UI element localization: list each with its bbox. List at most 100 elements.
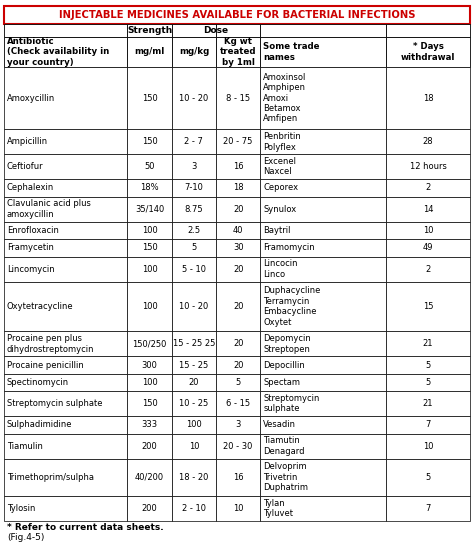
Bar: [260, 391, 386, 416]
Text: 5: 5: [191, 243, 197, 253]
Text: Tiamulin: Tiamulin: [7, 441, 43, 451]
Bar: [128, 154, 172, 180]
Bar: [172, 434, 216, 458]
Bar: [4, 256, 128, 282]
Bar: [260, 197, 386, 222]
Text: Some trade
names: Some trade names: [263, 42, 320, 62]
Bar: [4, 416, 128, 434]
Bar: [216, 374, 260, 391]
Text: 10: 10: [233, 504, 244, 513]
Text: 18: 18: [423, 94, 433, 103]
Bar: [216, 458, 260, 496]
Bar: [172, 374, 216, 391]
Text: 7-10: 7-10: [184, 183, 203, 193]
Text: Cephalexin: Cephalexin: [7, 183, 54, 193]
Bar: [386, 256, 470, 282]
Text: 21: 21: [423, 339, 433, 349]
Text: 49: 49: [423, 243, 433, 253]
Text: 15: 15: [423, 302, 433, 311]
Bar: [128, 256, 172, 282]
Text: Baytril: Baytril: [263, 226, 291, 235]
Bar: [172, 416, 216, 434]
Text: Excenel
Naxcel: Excenel Naxcel: [263, 157, 296, 176]
Text: 100: 100: [142, 265, 157, 273]
Bar: [172, 130, 216, 154]
Bar: [216, 416, 260, 434]
Text: Depomycin
Streptopen: Depomycin Streptopen: [263, 334, 311, 354]
Text: Streptomycin sulphate: Streptomycin sulphate: [7, 399, 102, 408]
Bar: [386, 374, 470, 391]
Bar: [4, 239, 128, 256]
Text: 12 hours: 12 hours: [410, 163, 447, 171]
Bar: [260, 180, 386, 197]
Bar: [216, 222, 260, 239]
Bar: [4, 154, 128, 180]
Bar: [172, 67, 216, 130]
Bar: [172, 37, 216, 67]
Text: Antibiotic
(Check availability in
your country): Antibiotic (Check availability in your c…: [7, 37, 109, 67]
Text: Amoxycillin: Amoxycillin: [7, 94, 55, 103]
Bar: [128, 222, 172, 239]
Bar: [386, 496, 470, 521]
Bar: [4, 37, 128, 67]
Bar: [128, 374, 172, 391]
Bar: [216, 67, 260, 130]
Text: Tiamutin
Denagard: Tiamutin Denagard: [263, 436, 305, 456]
Bar: [172, 239, 216, 256]
Text: Streptomycin
sulphate: Streptomycin sulphate: [263, 394, 319, 413]
Bar: [260, 496, 386, 521]
Text: 10 - 20: 10 - 20: [179, 94, 209, 103]
Bar: [260, 154, 386, 180]
Bar: [4, 356, 128, 374]
Text: 16: 16: [233, 473, 244, 482]
Bar: [386, 282, 470, 332]
Text: 20: 20: [233, 339, 244, 349]
Bar: [216, 239, 260, 256]
Bar: [4, 332, 128, 356]
Text: 200: 200: [142, 504, 157, 513]
Bar: [4, 197, 128, 222]
Text: 5: 5: [236, 378, 241, 387]
Bar: [128, 130, 172, 154]
Text: Framycetin: Framycetin: [7, 243, 54, 253]
Text: 8 - 15: 8 - 15: [226, 94, 250, 103]
Bar: [172, 24, 216, 37]
Bar: [128, 496, 172, 521]
Text: 150: 150: [142, 94, 157, 103]
Bar: [128, 434, 172, 458]
Bar: [172, 180, 216, 197]
Text: Ceporex: Ceporex: [263, 183, 299, 193]
Text: 20: 20: [233, 205, 244, 214]
Bar: [386, 37, 470, 67]
Bar: [216, 391, 260, 416]
Text: 2 - 7: 2 - 7: [184, 137, 203, 147]
Text: 15 - 25 25: 15 - 25 25: [173, 339, 215, 349]
Text: 18%: 18%: [140, 183, 159, 193]
Bar: [260, 222, 386, 239]
Text: 5 - 10: 5 - 10: [182, 265, 206, 273]
Bar: [4, 6, 470, 24]
Bar: [172, 256, 216, 282]
Bar: [260, 37, 386, 67]
Bar: [172, 496, 216, 521]
Text: 35/140: 35/140: [135, 205, 164, 214]
Bar: [260, 374, 386, 391]
Bar: [386, 24, 470, 37]
Text: 2: 2: [426, 265, 431, 273]
Text: Enrofloxacin: Enrofloxacin: [7, 226, 59, 235]
Bar: [260, 416, 386, 434]
Text: 2: 2: [426, 183, 431, 193]
Text: 5: 5: [426, 378, 431, 387]
Bar: [386, 67, 470, 130]
Bar: [386, 222, 470, 239]
Text: 30: 30: [233, 243, 244, 253]
Text: Procaine pen plus
dihydrostreptomycin: Procaine pen plus dihydrostreptomycin: [7, 334, 94, 354]
Text: 2.5: 2.5: [187, 226, 201, 235]
Bar: [4, 222, 128, 239]
Text: Vesadin: Vesadin: [263, 421, 296, 429]
Bar: [172, 282, 216, 332]
Bar: [4, 391, 128, 416]
Text: 20 - 30: 20 - 30: [223, 441, 253, 451]
Text: 28: 28: [423, 137, 433, 147]
Bar: [260, 282, 386, 332]
